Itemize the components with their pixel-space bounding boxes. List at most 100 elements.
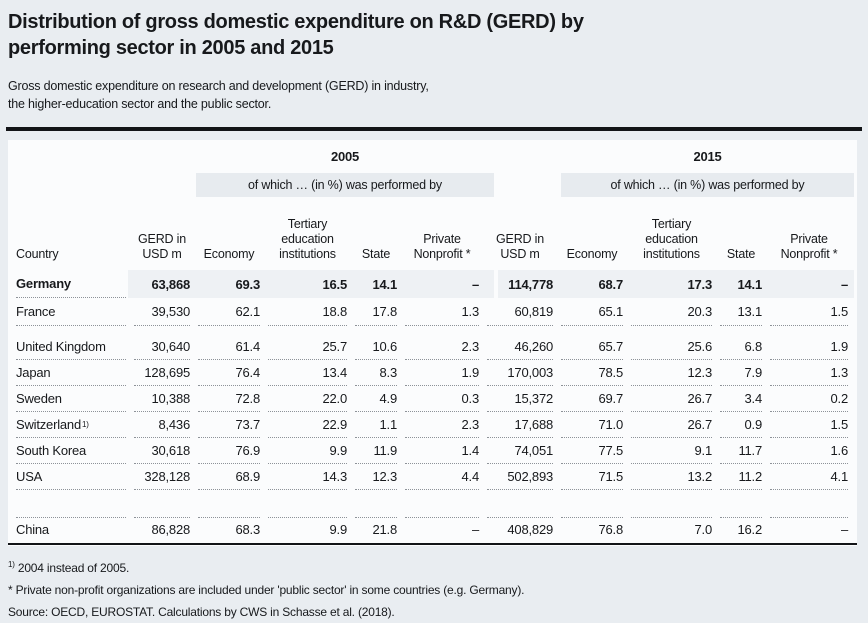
tertiary-2015-cell: 12.3 — [631, 360, 712, 386]
tertiary-2005-cell: 18.8 — [268, 298, 347, 326]
state-2005-cell: 8.3 — [355, 360, 397, 386]
nonprofit-2015-cell: 4.1 — [770, 464, 848, 490]
country-cell: France — [16, 298, 126, 326]
nonprofit-2005-cell: 4.4 — [405, 464, 479, 490]
nonprofit-2015-cell: 1.5 — [770, 412, 848, 438]
economy-2005-cell: 76.9 — [198, 438, 260, 464]
row-group-middle: United Kingdom 30,640 61.4 25.7 10.6 2.3… — [8, 334, 857, 490]
economy-2015-cell: 65.7 — [561, 334, 623, 360]
economy-2005-cell: 62.1 — [198, 298, 260, 326]
nonprofit-2005-cell: 1.9 — [405, 360, 479, 386]
gerd-2005-cell: 30,618 — [134, 438, 190, 464]
economy-2015-cell: 77.5 — [561, 438, 623, 464]
nonprofit-2015-cell: 1.9 — [770, 334, 848, 360]
economy-2005-cell: 69.3 — [235, 276, 260, 292]
economy-2015-cell: 69.7 — [561, 386, 623, 412]
tertiary-2005-cell: 13.4 — [268, 360, 347, 386]
table-row: Switzerland 1) 8,436 73.7 22.9 1.1 2.3 17… — [8, 412, 857, 438]
country-name: Switzerland — [16, 417, 81, 432]
nonprofit-2005-cell: 2.3 — [405, 334, 479, 360]
country-cell: Japan — [16, 360, 126, 386]
tertiary-2015-cell: 13.2 — [631, 464, 712, 490]
state-2005-cell: 17.8 — [355, 298, 397, 326]
germany-highlight-2015 — [498, 270, 854, 298]
column-header-state-2005: State — [361, 247, 391, 261]
nonprofit-2005-cell: 2.3 — [405, 412, 479, 438]
economy-2015-cell: 71.0 — [561, 412, 623, 438]
column-header-tertiary-2015: Tertiary education institutions — [643, 217, 700, 261]
tertiary-2005-cell: 25.7 — [268, 334, 347, 360]
gerd-2005-cell: 39,530 — [134, 298, 190, 326]
table-row: Germany 63,868 69.3 16.5 14.1 – 114,778 … — [8, 270, 857, 298]
economy-2005-cell: 73.7 — [198, 412, 260, 438]
state-2015-cell: 16.2 — [737, 521, 762, 537]
gerd-2005-cell: 30,640 — [134, 334, 190, 360]
column-header-row: Country GERD in USD m Economy Tertiary e… — [8, 196, 857, 262]
gerd-2005-cell: 8,436 — [134, 412, 190, 438]
column-header-state-2015: State — [726, 247, 756, 261]
state-2005-cell: 21.8 — [372, 521, 397, 537]
gerd-2015-cell: 15,372 — [487, 386, 553, 412]
nonprofit-2005-cell: – — [471, 276, 479, 292]
spacer-row — [8, 490, 857, 518]
tertiary-2015-cell: 26.7 — [631, 386, 712, 412]
nonprofit-2015-cell: 0.2 — [770, 386, 848, 412]
country-name: Japan — [16, 365, 51, 380]
economy-2005-cell: 72.8 — [198, 386, 260, 412]
gerd-2015-cell: 74,051 — [487, 438, 553, 464]
nonprofit-2005-cell: 0.3 — [405, 386, 479, 412]
table-row: USA 328,128 68.9 14.3 12.3 4.4 502,893 7… — [8, 464, 857, 490]
footnotes: 1) 2004 instead of 2005. * Private non-p… — [8, 554, 858, 623]
column-header-gerd-2015: GERD in USD m — [496, 232, 544, 261]
economy-2015-cell: 78.5 — [561, 360, 623, 386]
state-2005-cell: 11.9 — [355, 438, 397, 464]
state-2005-cell: 12.3 — [355, 464, 397, 490]
column-header-economy-2015: Economy — [566, 247, 618, 261]
nonprofit-2005-cell: 1.4 — [405, 438, 479, 464]
table-row: Sweden 10,388 72.8 22.0 4.9 0.3 15,372 6… — [8, 386, 857, 412]
country-name: Sweden — [16, 391, 62, 406]
table-row: China 86,828 68.3 9.9 21.8 – 408,829 76.… — [8, 518, 857, 540]
economy-2005-cell: 68.9 — [198, 464, 260, 490]
tertiary-2005-cell: 22.0 — [268, 386, 347, 412]
footnote-1-text: 2004 instead of 2005. — [14, 561, 130, 575]
gerd-2005-cell: 86,828 — [151, 521, 190, 537]
economy-2005-cell: 61.4 — [198, 334, 260, 360]
country-name: United Kingdom — [16, 339, 106, 354]
country-cell: USA — [16, 464, 126, 490]
gerd-2015-cell: 170,003 — [487, 360, 553, 386]
state-2015-cell: 6.8 — [720, 334, 762, 360]
page-subtitle-line-2: the higher-education sector and the publ… — [8, 97, 272, 111]
nonprofit-2005-cell: 1.3 — [405, 298, 479, 326]
tertiary-2015-cell: 26.7 — [631, 412, 712, 438]
country-name: South Korea — [16, 443, 87, 458]
state-2005-cell: 10.6 — [355, 334, 397, 360]
state-2015-cell: 14.1 — [737, 276, 762, 292]
state-2015-cell: 13.1 — [720, 298, 762, 326]
column-header-tertiary-2005: Tertiary education institutions — [279, 217, 336, 261]
page-title-line-2: performing sector in 2005 and 2015 — [8, 37, 334, 59]
country-cell: Germany — [16, 270, 126, 298]
tertiary-2015-cell: 7.0 — [694, 521, 713, 537]
nonprofit-2015-cell: 1.3 — [770, 360, 848, 386]
economy-2005-cell: 76.4 — [198, 360, 260, 386]
column-header-nonprofit-2015: Private Nonprofit * — [780, 232, 838, 261]
state-2015-cell: 11.2 — [720, 464, 762, 490]
tertiary-2005-cell: 22.9 — [268, 412, 347, 438]
title-divider-rule — [6, 127, 862, 131]
state-2015-cell: 7.9 — [720, 360, 762, 386]
gerd-2015-cell: 17,688 — [487, 412, 553, 438]
table-body: Germany 63,868 69.3 16.5 14.1 – 114,778 … — [8, 270, 857, 540]
nonprofit-2015-cell: 1.5 — [770, 298, 848, 326]
gerd-2005-cell: 10,388 — [134, 386, 190, 412]
table-row: United Kingdom 30,640 61.4 25.7 10.6 2.3… — [8, 334, 857, 360]
footnote-1: 1) 2004 instead of 2005. — [8, 554, 858, 579]
state-2015-cell: 11.7 — [720, 438, 762, 464]
table-bottom-rule — [8, 543, 857, 545]
gerd-2005-cell: 63,868 — [151, 276, 190, 292]
column-header-nonprofit-2005: Private Nonprofit * — [413, 232, 471, 261]
economy-2005-cell: 68.3 — [235, 521, 260, 537]
country-cell: South Korea — [16, 438, 126, 464]
nonprofit-2015-cell: 1.6 — [770, 438, 848, 464]
footnote-1-marker: 1) — [8, 560, 15, 569]
